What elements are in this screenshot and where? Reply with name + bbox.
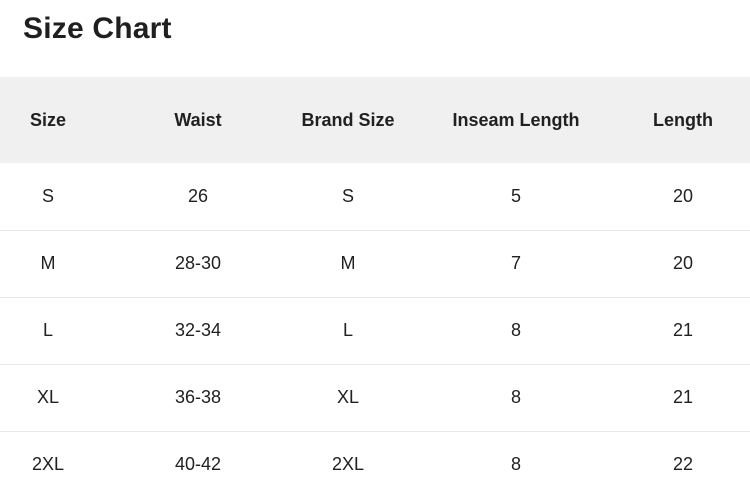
column-header-waist: Waist bbox=[174, 109, 222, 130]
filler-cell bbox=[730, 296, 750, 364]
cell-length: 21 bbox=[636, 363, 730, 431]
cell-size: L bbox=[0, 296, 96, 364]
cell-size: M bbox=[0, 229, 96, 297]
cell-brand-size: XL bbox=[300, 363, 396, 431]
filler-cell bbox=[730, 229, 750, 297]
cell-inseam-length: 5 bbox=[510, 185, 521, 206]
cell-brand-size: L bbox=[300, 296, 396, 364]
column-header-inseam-length: Inseam Length bbox=[452, 109, 580, 130]
page-title: Size Chart bbox=[23, 12, 172, 45]
filler-cell bbox=[730, 163, 750, 230]
cell-brand-size: 2XL bbox=[300, 430, 396, 483]
cell-waist: 40-42 bbox=[96, 430, 300, 483]
size-chart-table: Size Waist Brand Size Inseam Length Leng… bbox=[0, 77, 750, 483]
cell-waist: 32-34 bbox=[96, 296, 300, 364]
cell-length: 22 bbox=[636, 430, 730, 483]
cell-waist: 28-30 bbox=[96, 229, 300, 297]
table-row: L 32-34 L 8 21 bbox=[0, 296, 750, 364]
cell-length: 20 bbox=[636, 229, 730, 297]
column-header-brand-size: Brand Size bbox=[301, 109, 395, 130]
cell-size: XL bbox=[0, 363, 96, 431]
cell-length: 21 bbox=[636, 296, 730, 364]
table-row: 2XL 40-42 2XL 8 22 bbox=[0, 430, 750, 483]
filler-cell bbox=[730, 363, 750, 431]
column-header-size: Size bbox=[29, 109, 67, 130]
cell-size: 2XL bbox=[0, 430, 96, 483]
size-chart-scroll-area[interactable]: Size Waist Brand Size Inseam Length Leng… bbox=[0, 77, 750, 483]
cell-waist: 36-38 bbox=[96, 363, 300, 431]
table-row: M 28-30 M 7 20 bbox=[0, 229, 750, 297]
cell-brand-size: M bbox=[300, 229, 396, 297]
cell-waist: 26 bbox=[187, 185, 209, 206]
cell-brand-size: S bbox=[341, 185, 354, 206]
cell-inseam-length: 7 bbox=[396, 229, 636, 297]
cell-inseam-length: 8 bbox=[396, 363, 636, 431]
table-row: XL 36-38 XL 8 21 bbox=[0, 363, 750, 431]
table-row: S 26 S 5 20 bbox=[0, 163, 750, 230]
cell-inseam-length: 8 bbox=[396, 430, 636, 483]
cell-length: 20 bbox=[672, 185, 694, 206]
header-filler-cell bbox=[730, 77, 750, 163]
column-header-length: Length bbox=[653, 109, 713, 130]
filler-cell bbox=[730, 430, 750, 483]
cell-inseam-length: 8 bbox=[396, 296, 636, 364]
cell-size: S bbox=[41, 185, 54, 206]
header-row: Size Waist Brand Size Inseam Length Leng… bbox=[0, 77, 750, 163]
